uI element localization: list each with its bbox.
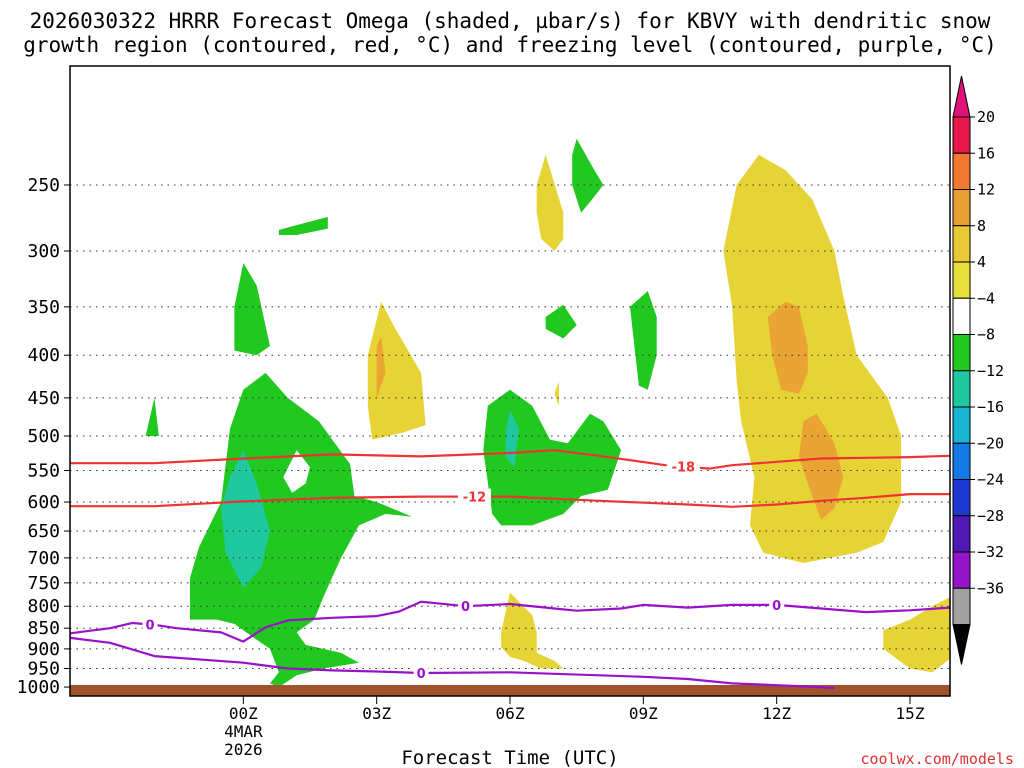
x-axis-label: Forecast Time (UTC) (401, 747, 618, 768)
x-tick-label-03Z: 03Z (362, 704, 391, 723)
contour-label-bg-3 (142, 616, 158, 632)
colorbar-label-1: 16 (977, 144, 995, 162)
x-tick-label-00Z: 00Z (229, 704, 258, 723)
colorbar-bottom-arrow (952, 624, 971, 665)
colorbar-band-13 (952, 587, 971, 625)
omega-region-17 (767, 301, 808, 394)
omega-region-13 (536, 154, 564, 251)
temperature-contours-layer: -18 -12 0 0 0 0 (70, 449, 950, 690)
colorbar-band-9 (952, 442, 971, 480)
contour-label-1: -12 (463, 491, 487, 506)
colorbar-label-3: 8 (977, 217, 986, 235)
colorbar-band-2 (952, 189, 971, 227)
colorbar-band-12 (952, 551, 971, 589)
x-tick-label-06Z: 06Z (496, 704, 525, 723)
y-tick-label-750: 750 (27, 573, 60, 594)
contour-line-1 (70, 493, 950, 508)
omega-region-14 (554, 381, 559, 406)
y-tick-label-500: 500 (27, 426, 60, 447)
omega-region-5 (234, 262, 270, 356)
omega-region-15 (501, 592, 564, 669)
chart-title-line2: growth region (contoured, red, °C) and f… (23, 33, 997, 57)
omega-region-1 (283, 450, 310, 493)
colorbar-label-2: 12 (977, 181, 995, 199)
omega-region-3 (145, 397, 159, 436)
y-tick-label-350: 350 (27, 297, 60, 318)
colorbar-label-4: 4 (977, 253, 986, 271)
colorbar-label-8: −16 (977, 398, 1004, 416)
colorbar-band-7 (952, 370, 971, 408)
y-tick-label-850: 850 (27, 618, 60, 639)
contour-label-4: 0 (772, 599, 781, 614)
omega-region-10 (630, 291, 657, 390)
omega-region-8 (572, 138, 604, 213)
y-tick-label-700: 700 (27, 548, 60, 569)
omega-region-19 (883, 597, 950, 673)
colorbar-label-6: −8 (977, 326, 995, 344)
colorbar-band-8 (952, 406, 971, 444)
contour-label-0: -18 (672, 461, 696, 476)
surface-ground-strip (70, 685, 950, 696)
colorbar-band-11 (952, 515, 971, 553)
x-tick-label-09Z: 09Z (629, 704, 658, 723)
contour-line-0 (70, 449, 950, 470)
y-tick-label-1000: 1000 (17, 677, 60, 698)
colorbar-band-6 (952, 334, 971, 372)
x-tick-label-12Z: 12Z (762, 704, 791, 723)
contour-label-bg-0 (666, 458, 700, 474)
pressure-axis: 2503003504004505005506006507007508008509… (17, 175, 70, 698)
colorbar-label-11: −28 (977, 507, 1004, 525)
colorbar-top-arrow (952, 75, 971, 118)
contour-label-bg-2 (458, 598, 474, 614)
contour-label-bg-4 (769, 596, 785, 612)
contour-label-2: 0 (461, 600, 470, 615)
credit-link[interactable]: coolwx.com/models (860, 750, 1014, 768)
y-tick-label-950: 950 (27, 658, 60, 679)
omega-region-0 (190, 372, 413, 688)
y-tick-label-450: 450 (27, 388, 60, 409)
colorbar-label-9: −20 (977, 434, 1004, 452)
colorbar-label-10: −24 (977, 471, 1004, 489)
y-tick-label-600: 600 (27, 492, 60, 513)
omega-region-9 (545, 304, 577, 339)
colorbar-label-0: 20 (977, 108, 995, 126)
omega-region-2 (221, 450, 270, 588)
contour-line-3 (70, 636, 835, 690)
omega-shading-layer (145, 138, 950, 688)
omega-region-4 (278, 216, 328, 235)
colorbar-band-10 (952, 479, 971, 517)
y-tick-label-400: 400 (27, 345, 60, 366)
omega-region-16 (723, 154, 902, 564)
y-tick-label-250: 250 (27, 175, 60, 196)
colorbar-band-5 (952, 297, 971, 335)
colorbar-band-0 (952, 116, 971, 154)
contour-label-bg-5 (413, 665, 429, 681)
colorbar-band-1 (952, 152, 971, 190)
y-tick-label-650: 650 (27, 521, 60, 542)
y-tick-label-300: 300 (27, 241, 60, 262)
omega-region-18 (798, 413, 844, 520)
colorbar-band-4 (952, 261, 971, 299)
colorbar-label-12: −32 (977, 543, 1004, 561)
omega-region-11 (367, 301, 426, 440)
x-tick-date: 4MAR (224, 722, 263, 741)
contour-label-bg-1 (457, 488, 491, 504)
omega-region-12 (376, 336, 386, 398)
contour-label-5: 0 (417, 667, 426, 682)
y-tick-label-900: 900 (27, 639, 60, 660)
colorbar-label-13: −36 (977, 579, 1004, 597)
contour-label-3: 0 (145, 618, 154, 633)
colorbar-band-3 (952, 225, 971, 263)
omega-region-6 (483, 389, 622, 526)
colorbar-label-5: −4 (977, 289, 995, 307)
omega-colorbar: 20 16 12 8 4 −4 −8 −12 −16 −20 −24 −28 −32 −36 (952, 75, 1004, 665)
chart-title-line1: 2026030322 HRRR Forecast Omega (shaded, … (30, 9, 991, 33)
x-tick-year: 2026 (224, 740, 263, 759)
colorbar-label-7: −12 (977, 362, 1004, 380)
y-tick-label-550: 550 (27, 461, 60, 482)
x-tick-label-15Z: 15Z (896, 704, 925, 723)
y-tick-label-800: 800 (27, 596, 60, 617)
